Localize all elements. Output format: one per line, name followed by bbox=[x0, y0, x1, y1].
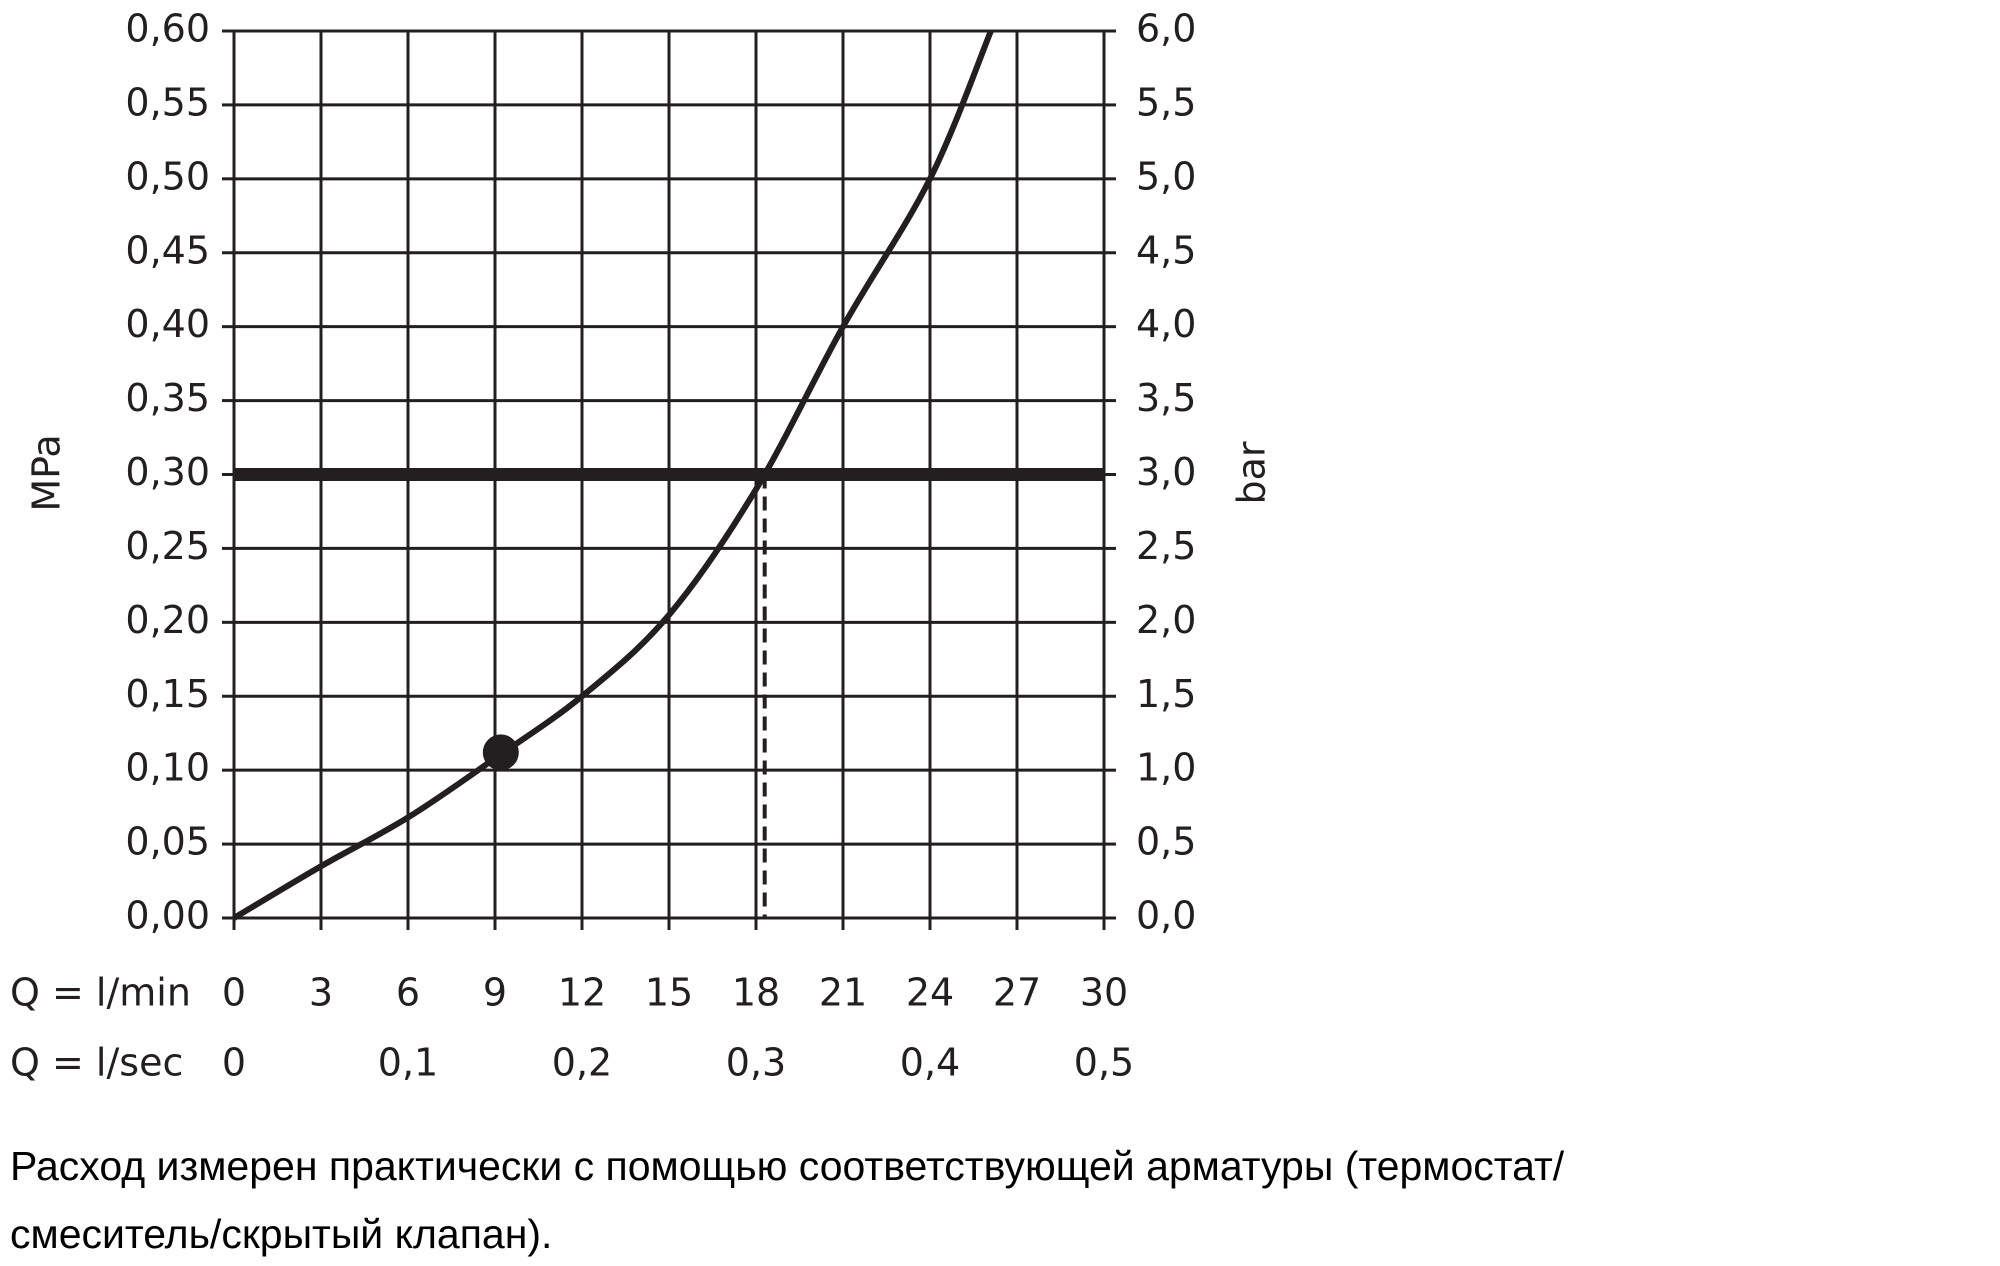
y2-tick-label: 6,0 bbox=[1136, 7, 1196, 51]
y2-tick-label: 2,0 bbox=[1136, 598, 1196, 642]
x-tick-label: 9 bbox=[483, 971, 507, 1015]
caption-line: смеситель/скрытый клапан). bbox=[10, 1211, 552, 1257]
y-tick-label: 0,05 bbox=[125, 820, 210, 864]
y-tick-label: 0,15 bbox=[125, 672, 210, 716]
y2-tick-label: 5,0 bbox=[1136, 154, 1196, 198]
x2-tick-label: 0,1 bbox=[378, 1041, 438, 1085]
y-tick-label: 0,60 bbox=[125, 7, 210, 51]
x-tick-label: 15 bbox=[645, 971, 693, 1015]
y-tick-label: 0,30 bbox=[125, 450, 210, 494]
marker-point bbox=[482, 734, 519, 771]
x2-axis-label: Q = l/sec bbox=[10, 1041, 183, 1085]
y-axis-label: MPa bbox=[25, 434, 69, 511]
y2-tick-label: 2,5 bbox=[1136, 524, 1196, 568]
x-tick-label: 18 bbox=[732, 971, 780, 1015]
y-tick-label: 0,35 bbox=[125, 376, 210, 420]
x-tick-label: 30 bbox=[1080, 971, 1128, 1015]
y-tick-label: 0,00 bbox=[125, 894, 210, 938]
y-tick-label: 0,50 bbox=[125, 154, 210, 198]
y2-tick-label: 1,0 bbox=[1136, 746, 1196, 790]
y-tick-label: 0,10 bbox=[125, 746, 210, 790]
y-tick-label: 0,55 bbox=[125, 80, 210, 124]
y2-tick-label: 0,0 bbox=[1136, 894, 1196, 938]
x-tick-label: 6 bbox=[396, 971, 420, 1015]
y2-tick-label: 3,5 bbox=[1136, 376, 1196, 420]
x2-tick-label: 0,4 bbox=[900, 1041, 960, 1085]
caption-line: Расход измерен практически с помощью соо… bbox=[10, 1143, 1565, 1189]
x-tick-label: 12 bbox=[558, 971, 606, 1015]
x2-tick-label: 0,2 bbox=[552, 1041, 612, 1085]
y-tick-label: 0,40 bbox=[125, 302, 210, 346]
y2-tick-label: 4,0 bbox=[1136, 302, 1196, 346]
x-tick-label: 21 bbox=[819, 971, 867, 1015]
y2-axis-label: bar bbox=[1230, 441, 1274, 504]
y2-tick-label: 4,5 bbox=[1136, 228, 1196, 272]
y-tick-label: 0,45 bbox=[125, 228, 210, 272]
x2-tick-label: 0,5 bbox=[1074, 1041, 1134, 1085]
curve bbox=[232, 29, 994, 921]
y-tick-label: 0,20 bbox=[125, 598, 210, 642]
x2-tick-label: 0,3 bbox=[726, 1041, 786, 1085]
x-tick-label: 0 bbox=[222, 971, 246, 1015]
y2-tick-label: 3,0 bbox=[1136, 450, 1196, 494]
x-axis-label: Q = l/min bbox=[10, 971, 191, 1015]
y-tick-label: 0,25 bbox=[125, 524, 210, 568]
x-tick-label: 3 bbox=[309, 971, 333, 1015]
x2-tick-label: 0 bbox=[222, 1041, 246, 1085]
y2-tick-label: 0,5 bbox=[1136, 820, 1196, 864]
y2-tick-label: 1,5 bbox=[1136, 672, 1196, 716]
y2-tick-label: 5,5 bbox=[1136, 80, 1196, 124]
x-tick-label: 27 bbox=[993, 971, 1041, 1015]
x-tick-label: 24 bbox=[906, 971, 954, 1015]
